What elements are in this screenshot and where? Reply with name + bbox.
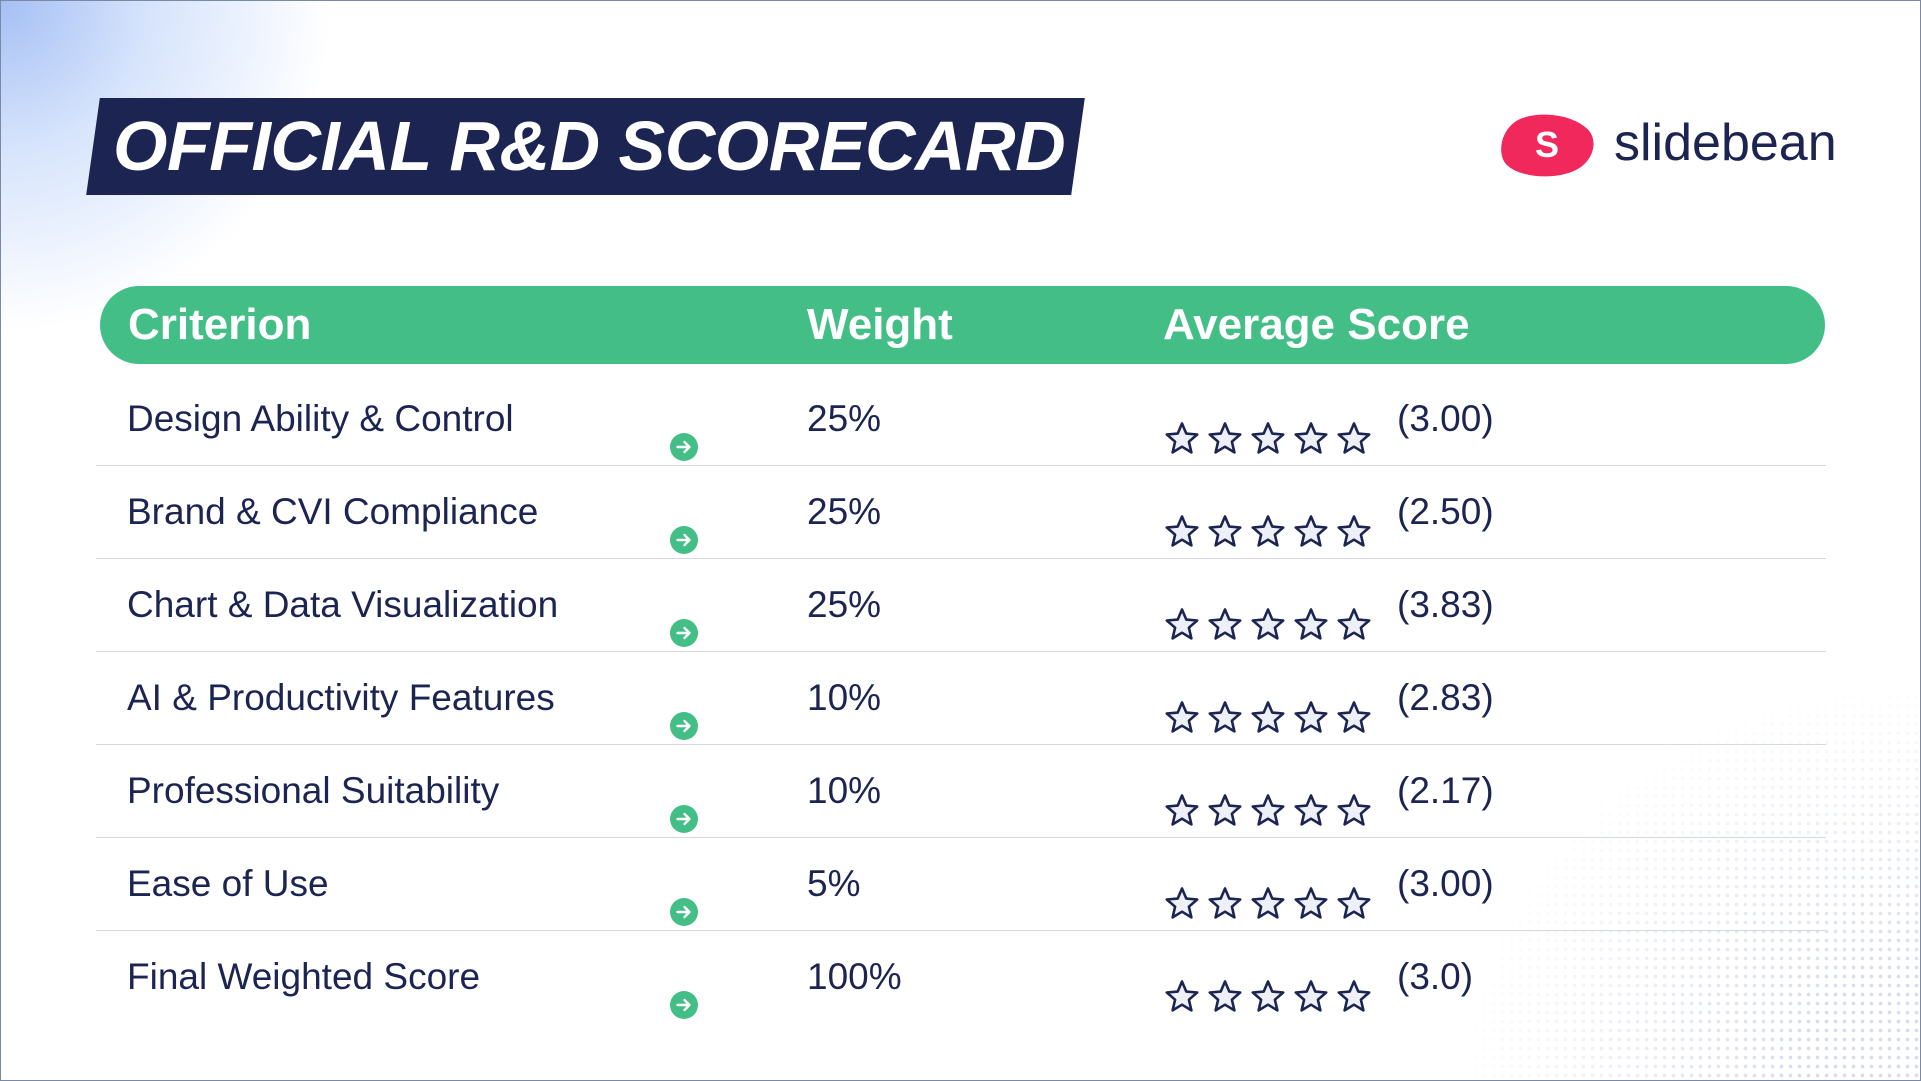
- star-outline-icon: [1292, 678, 1330, 733]
- star-outline-icon: [1249, 492, 1287, 547]
- arrow-right-circle-icon: [669, 403, 699, 461]
- weight-value: 5%: [807, 863, 861, 904]
- table-row: Design Ability & Control 25% (3.00): [96, 372, 1826, 466]
- star-outline-icon: [1206, 492, 1244, 547]
- weight-value: 25%: [807, 491, 882, 532]
- star-outline-icon: [1292, 399, 1330, 454]
- star-outline-icon: [1335, 492, 1373, 547]
- star-rating: [1163, 864, 1373, 919]
- star-outline-icon: [1206, 771, 1244, 826]
- star-outline-icon: [1163, 399, 1201, 454]
- star-outline-icon: [1292, 492, 1330, 547]
- star-outline-icon: [1163, 771, 1201, 826]
- star-outline-icon: [1249, 864, 1287, 919]
- average-score-value: (3.83): [1397, 584, 1494, 625]
- criterion-label: AI & Productivity Features: [127, 677, 555, 718]
- star-rating: [1163, 771, 1373, 826]
- star-outline-icon: [1335, 771, 1373, 826]
- star-rating: [1163, 585, 1373, 640]
- brand-name: slidebean: [1614, 114, 1837, 172]
- star-outline-icon: [1249, 771, 1287, 826]
- criterion-label: Chart & Data Visualization: [127, 584, 559, 625]
- star-outline-icon: [1292, 864, 1330, 919]
- star-outline-icon: [1206, 957, 1244, 1012]
- criterion-label: Final Weighted Score: [127, 956, 481, 997]
- star-outline-icon: [1335, 585, 1373, 640]
- table-row: Final Weighted Score 100% (3.0): [96, 930, 1826, 1023]
- average-score-value: (3.00): [1397, 863, 1494, 904]
- weight-value: 10%: [807, 677, 882, 718]
- header-criterion: Criterion: [128, 300, 312, 349]
- star-outline-icon: [1163, 585, 1201, 640]
- star-outline-icon: [1292, 585, 1330, 640]
- arrow-right-circle-icon: [669, 775, 699, 833]
- star-outline-icon: [1206, 585, 1244, 640]
- page-title: OFFICIAL R&D SCORECARD: [113, 107, 1066, 185]
- average-score-value: (2.17): [1397, 770, 1494, 811]
- star-outline-icon: [1163, 678, 1201, 733]
- star-outline-icon: [1206, 864, 1244, 919]
- table-row: Professional Suitability 10% (2.17): [96, 744, 1826, 838]
- star-outline-icon: [1292, 957, 1330, 1012]
- table-row: Ease of Use 5% (3.00): [96, 837, 1826, 931]
- star-outline-icon: [1249, 399, 1287, 454]
- weight-value: 10%: [807, 770, 882, 811]
- star-outline-icon: [1206, 399, 1244, 454]
- header-average-score: Average Score: [1163, 300, 1470, 349]
- table-row: Brand & CVI Compliance 25% (2.50): [96, 465, 1826, 559]
- average-score-value: (3.0): [1397, 956, 1474, 997]
- star-outline-icon: [1335, 399, 1373, 454]
- star-outline-icon: [1292, 771, 1330, 826]
- star-outline-icon: [1163, 864, 1201, 919]
- star-outline-icon: [1163, 957, 1201, 1012]
- table-header: Criterion Weight Average Score: [100, 286, 1825, 364]
- star-rating: [1163, 678, 1373, 733]
- star-outline-icon: [1249, 678, 1287, 733]
- star-outline-icon: [1335, 957, 1373, 1012]
- weight-value: 25%: [807, 398, 882, 439]
- logo-mark-letter: S: [1534, 124, 1559, 165]
- star-rating: [1163, 399, 1373, 454]
- star-outline-icon: [1249, 585, 1287, 640]
- arrow-right-circle-icon: [669, 868, 699, 926]
- table-row: AI & Productivity Features 10% (2.83): [96, 651, 1826, 745]
- arrow-right-circle-icon: [669, 961, 699, 1019]
- dot-pattern-decoration: [1300, 540, 1920, 1080]
- star-outline-icon: [1335, 864, 1373, 919]
- header-weight: Weight: [807, 300, 953, 349]
- weight-value: 25%: [807, 584, 882, 625]
- weight-value: 100%: [807, 956, 902, 997]
- average-score-value: (2.83): [1397, 677, 1494, 718]
- star-outline-icon: [1249, 957, 1287, 1012]
- star-outline-icon: [1335, 678, 1373, 733]
- average-score-value: (2.50): [1397, 491, 1494, 532]
- criterion-label: Design Ability & Control: [127, 398, 514, 439]
- logo-mark-icon: [1498, 112, 1596, 178]
- average-score-value: (3.00): [1397, 398, 1494, 439]
- arrow-right-circle-icon: [669, 682, 699, 740]
- criterion-label: Professional Suitability: [127, 770, 500, 811]
- criterion-label: Ease of Use: [127, 863, 329, 904]
- table-row: Chart & Data Visualization 25% (3.83): [96, 558, 1826, 652]
- star-outline-icon: [1206, 678, 1244, 733]
- star-rating: [1163, 957, 1373, 1012]
- star-rating: [1163, 492, 1373, 547]
- arrow-right-circle-icon: [669, 589, 699, 647]
- star-outline-icon: [1163, 492, 1201, 547]
- criterion-label: Brand & CVI Compliance: [127, 491, 539, 532]
- arrow-right-circle-icon: [669, 496, 699, 554]
